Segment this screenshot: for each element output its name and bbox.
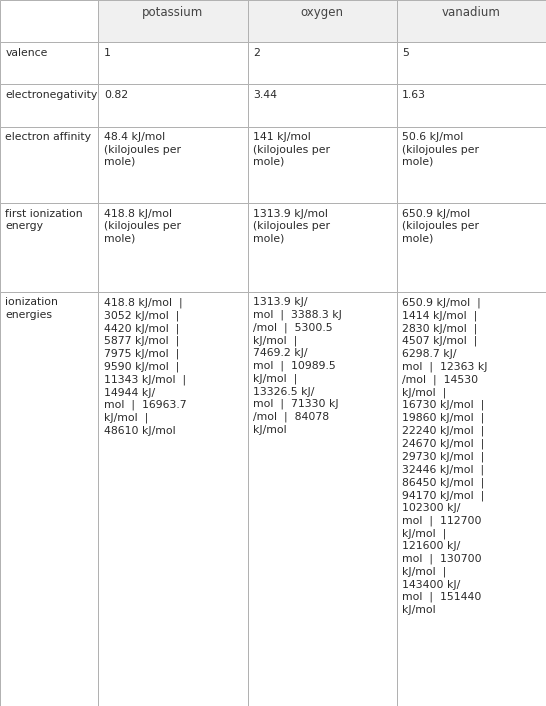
Bar [0,292,98,706]
Bar [98,292,247,706]
Bar [98,0,247,42]
Text: 5: 5 [402,48,409,58]
Bar [247,292,397,706]
Bar [98,42,247,84]
Text: vanadium: vanadium [442,6,501,18]
Text: 650.9 kJ/mol  |
1414 kJ/mol  |
2830 kJ/mol  |
4507 kJ/mol  |
6298.7 kJ/
mol  |  : 650.9 kJ/mol | 1414 kJ/mol | 2830 kJ/mol… [402,297,488,615]
Text: first ionization
energy: first ionization energy [5,208,83,231]
Bar [247,126,397,203]
Bar [247,203,397,292]
Bar [397,126,546,203]
Text: 3.44: 3.44 [253,90,277,100]
Bar [0,84,98,126]
Bar [397,42,546,84]
Text: potassium: potassium [143,6,204,18]
Bar [0,126,98,203]
Text: 1.63: 1.63 [402,90,426,100]
Text: electronegativity: electronegativity [5,90,98,100]
Bar [397,84,546,126]
Text: 650.9 kJ/mol
(kilojoules per
mole): 650.9 kJ/mol (kilojoules per mole) [402,208,479,244]
Text: oxygen: oxygen [301,6,343,18]
Text: 418.8 kJ/mol  |
3052 kJ/mol  |
4420 kJ/mol  |
5877 kJ/mol  |
7975 kJ/mol  |
9590: 418.8 kJ/mol | 3052 kJ/mol | 4420 kJ/mol… [104,297,186,436]
Bar [98,84,247,126]
Bar [397,292,546,706]
Text: 141 kJ/mol
(kilojoules per
mole): 141 kJ/mol (kilojoules per mole) [253,132,330,167]
Text: 0.82: 0.82 [104,90,128,100]
Bar [98,203,247,292]
Text: 48.4 kJ/mol
(kilojoules per
mole): 48.4 kJ/mol (kilojoules per mole) [104,132,181,167]
Bar [397,0,546,42]
Bar [0,203,98,292]
Text: valence: valence [5,48,48,58]
Bar [397,203,546,292]
Text: 50.6 kJ/mol
(kilojoules per
mole): 50.6 kJ/mol (kilojoules per mole) [402,132,479,167]
Text: 1313.9 kJ/mol
(kilojoules per
mole): 1313.9 kJ/mol (kilojoules per mole) [253,208,330,244]
Bar [0,42,98,84]
Text: 1313.9 kJ/
mol  |  3388.3 kJ
/mol  |  5300.5
kJ/mol  |
7469.2 kJ/
mol  |  10989.: 1313.9 kJ/ mol | 3388.3 kJ /mol | 5300.5… [253,297,342,435]
Bar [247,0,397,42]
Text: 1: 1 [104,48,111,58]
Text: electron affinity: electron affinity [5,132,92,142]
Text: ionization
energies: ionization energies [5,297,58,320]
Bar [98,126,247,203]
Bar [247,84,397,126]
Text: 418.8 kJ/mol
(kilojoules per
mole): 418.8 kJ/mol (kilojoules per mole) [104,208,181,244]
Text: 2: 2 [253,48,260,58]
Bar [0,0,98,42]
Bar [247,42,397,84]
